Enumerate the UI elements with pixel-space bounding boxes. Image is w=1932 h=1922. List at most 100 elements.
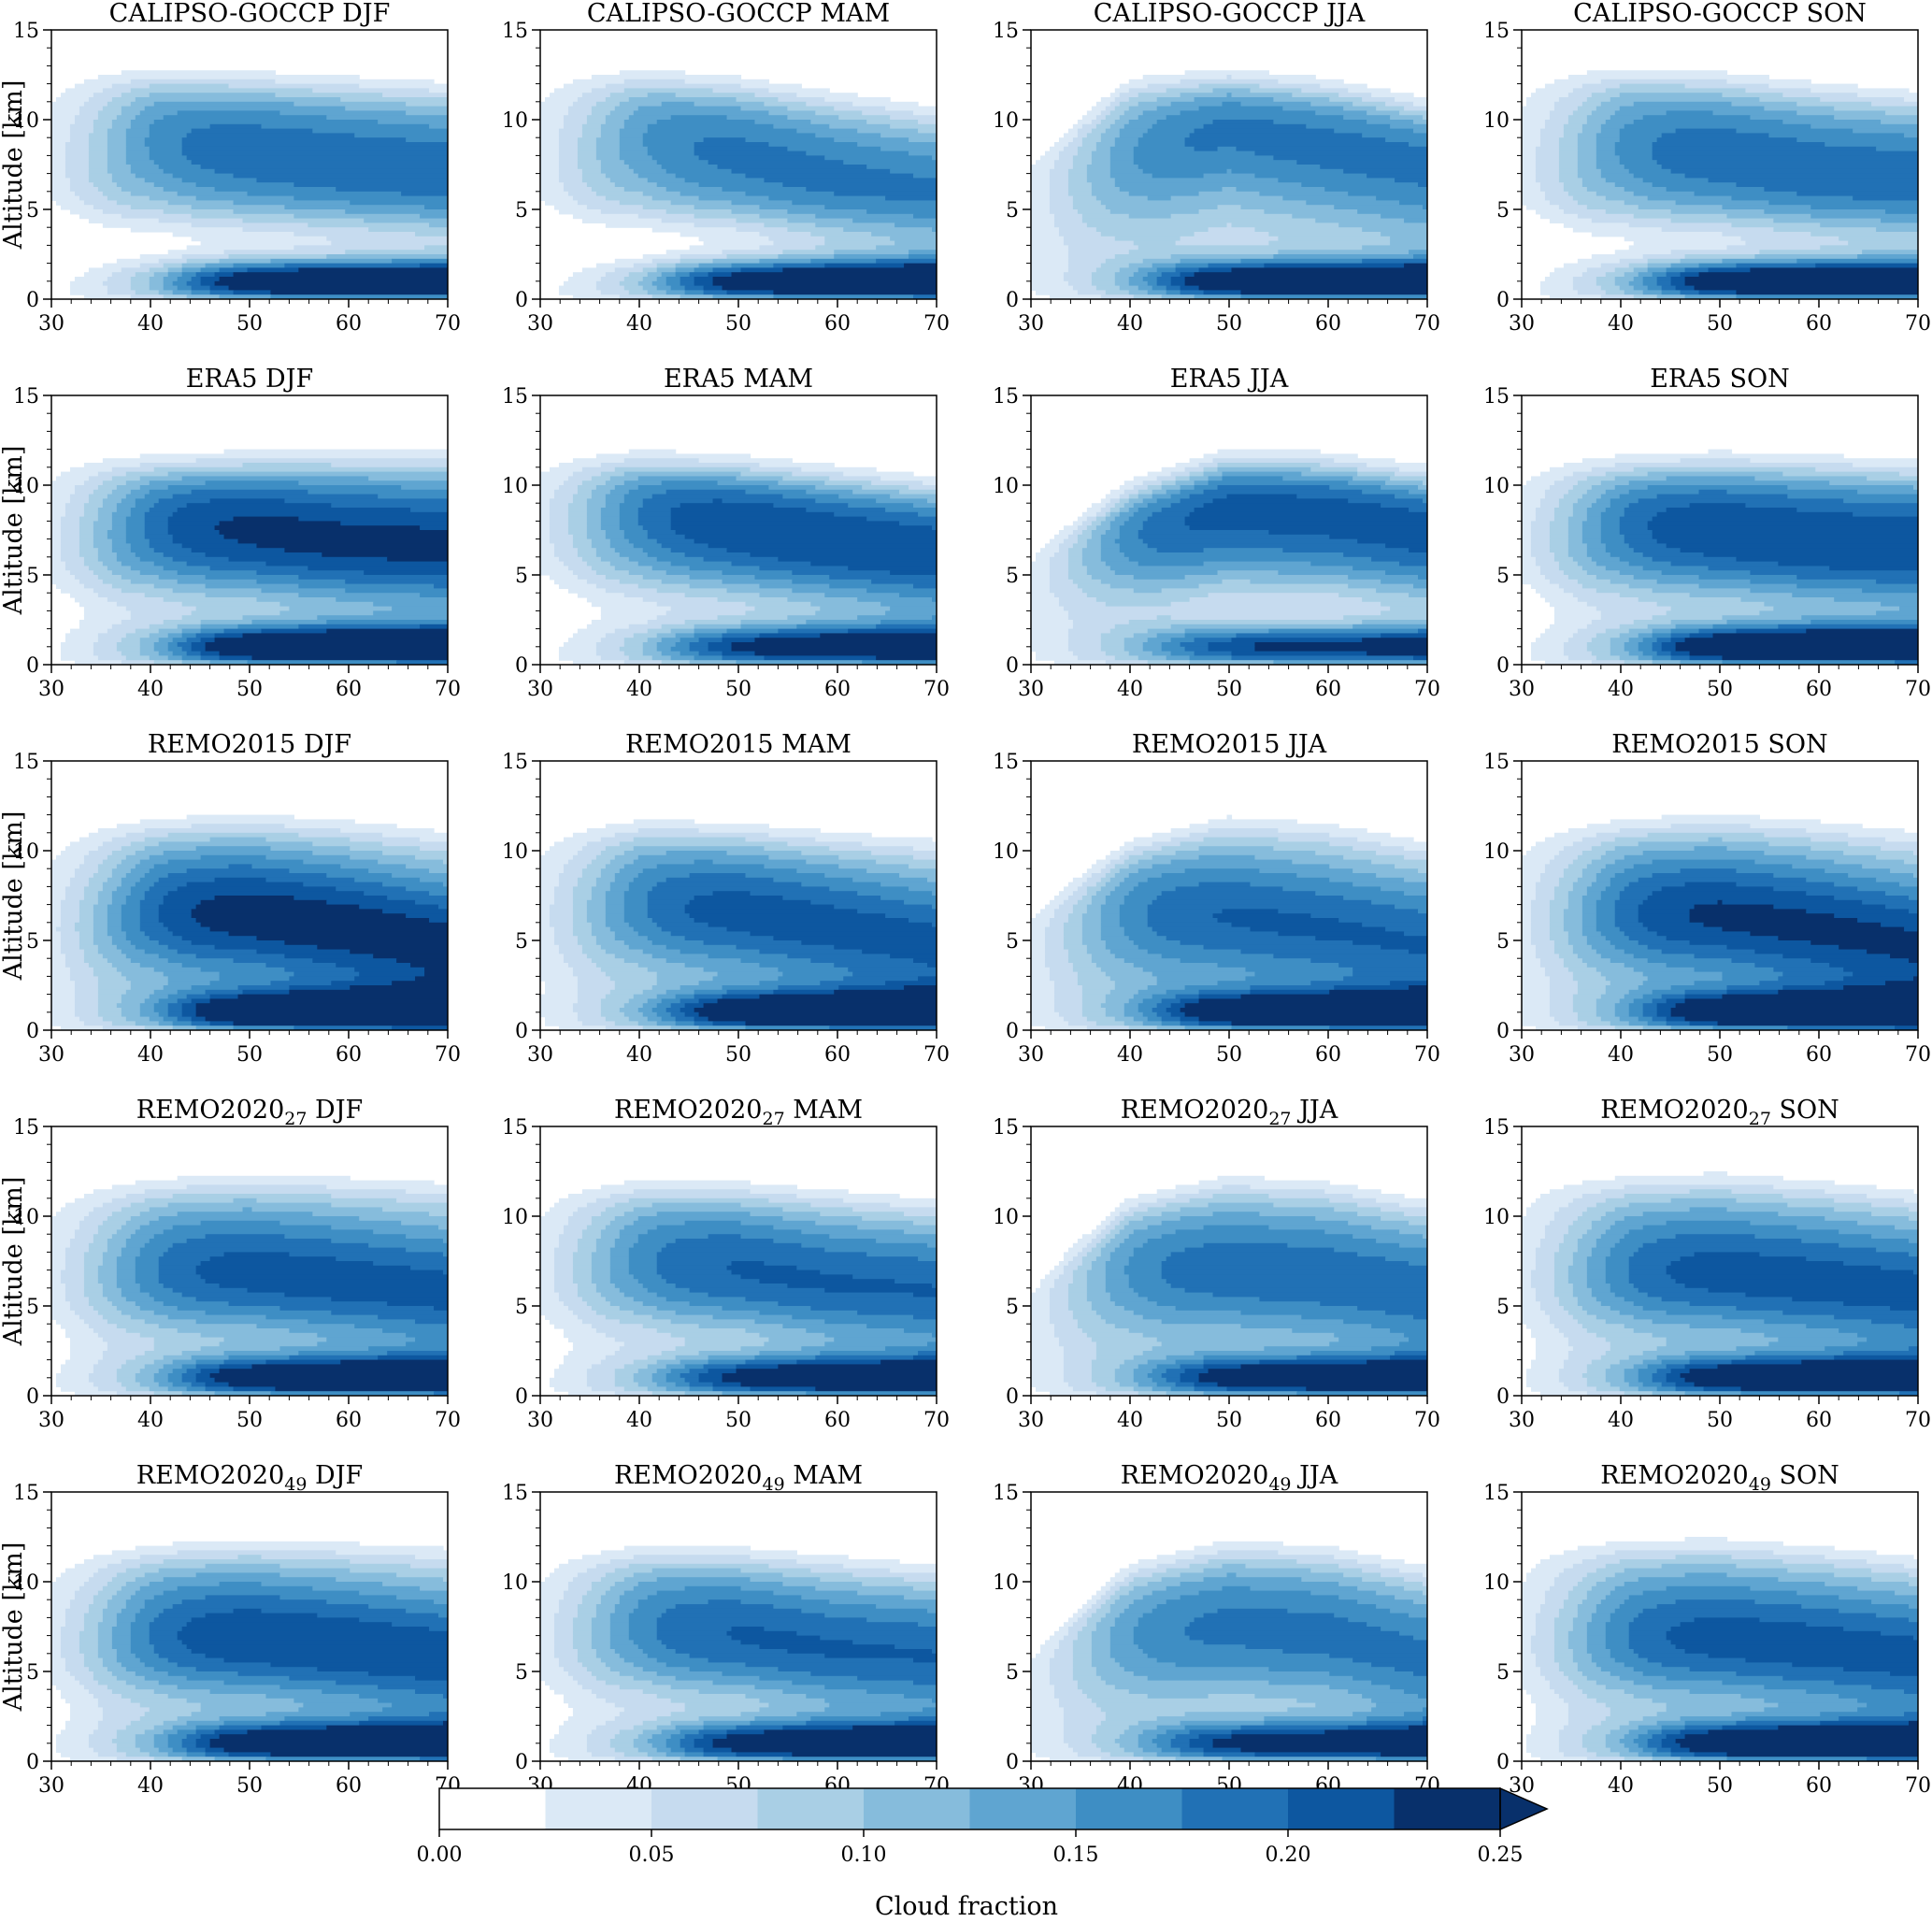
x-tick-label: 40 — [626, 1409, 652, 1432]
y-axis: 0 5 10 15 — [1483, 1116, 1522, 1409]
y-tick-label: 0 — [26, 654, 39, 678]
x-axis: 30 40 50 60 70 — [38, 1761, 461, 1798]
y-axis: 0 5 10 15 — [1483, 751, 1522, 1043]
x-tick-label: 70 — [1414, 678, 1440, 701]
panel-era5-jja: ERA5 JJA 30 40 50 60 70 0 5 10 15 — [993, 365, 1440, 701]
x-tick-label: 50 — [725, 1409, 751, 1432]
x-tick-label: 60 — [336, 678, 362, 701]
y-tick-label: 10 — [993, 109, 1019, 133]
x-tick-label: 40 — [137, 678, 164, 701]
panel-title: REMO202027 DJF — [136, 1096, 364, 1129]
colorbar-label: Cloud fraction — [875, 1892, 1058, 1921]
x-tick-label: 30 — [527, 312, 553, 336]
y-tick-label: 0 — [515, 289, 528, 312]
x-axis: 30 40 50 60 70 — [38, 665, 461, 701]
y-tick-label: 15 — [993, 751, 1019, 774]
y-tick-label: 0 — [1496, 1751, 1510, 1774]
panel-era5-mam: ERA5 MAM 30 40 50 60 70 0 5 10 15 — [502, 365, 950, 701]
x-tick-label: 50 — [1707, 1043, 1733, 1067]
colorbar-tick-label: 0.25 — [1478, 1843, 1524, 1867]
x-axis: 30 40 50 60 70 — [38, 1030, 461, 1067]
colorbar-tick-label: 0.15 — [1053, 1843, 1099, 1867]
y-tick-label: 0 — [26, 1385, 39, 1409]
y-tick-label: 5 — [515, 1661, 528, 1685]
y-tick-label: 5 — [1006, 199, 1019, 222]
x-tick-label: 70 — [435, 1043, 461, 1067]
panel-calipso-goccp-son: CALIPSO-GOCCP SON 30 40 50 60 70 0 5 10 15 — [1483, 0, 1931, 336]
y-tick-label: 10 — [502, 840, 528, 864]
y-axis: 0 5 10 15 — [13, 1116, 51, 1409]
y-axis: 0 5 10 15 — [13, 20, 51, 312]
x-tick-label: 50 — [236, 1774, 263, 1798]
panel-era5-son: ERA5 SON 30 40 50 60 70 0 5 10 15 — [1483, 365, 1931, 701]
x-tick-label: 60 — [1806, 1409, 1832, 1432]
y-tick-label: 5 — [515, 930, 528, 954]
y-tick-label: 15 — [13, 20, 39, 43]
x-tick-label: 50 — [236, 312, 263, 336]
y-tick-label: 10 — [993, 1571, 1019, 1595]
y-axis: 0 5 10 15 — [502, 1482, 540, 1774]
colorbar-bin — [1394, 1788, 1501, 1829]
cloud-fraction-field — [51, 30, 448, 299]
y-tick-label: 15 — [502, 1116, 528, 1140]
y-axis: 0 5 10 15 — [993, 1482, 1031, 1774]
cloud-fraction-field — [540, 761, 937, 1030]
y-tick-label: 5 — [26, 930, 39, 954]
y-tick-label: 15 — [1483, 751, 1510, 774]
cloud-fraction-field — [1522, 761, 1918, 1030]
colorbar-tick-label: 0.00 — [417, 1843, 463, 1867]
x-tick-label: 40 — [137, 1043, 164, 1067]
colorbar-bin — [1076, 1788, 1182, 1829]
cloud-fraction-field — [1031, 761, 1427, 1030]
panel-remo2015-son: REMO2015 SON 30 40 50 60 70 0 5 10 15 — [1483, 730, 1931, 1067]
cloud-fraction-field — [540, 30, 937, 299]
y-tick-label: 5 — [1006, 930, 1019, 954]
colorbar-bin — [439, 1788, 546, 1829]
x-tick-label: 60 — [824, 1043, 851, 1067]
y-axis: 0 5 10 15 — [13, 1482, 51, 1774]
y-tick-label: 15 — [13, 385, 39, 409]
y-axis: 0 5 10 15 — [502, 20, 540, 312]
y-axis: 0 5 10 15 — [1483, 1482, 1522, 1774]
x-tick-label: 60 — [336, 1409, 362, 1432]
y-tick-label: 15 — [1483, 385, 1510, 409]
y-axis-label: Altitude [km] — [0, 1177, 28, 1347]
x-tick-label: 70 — [1905, 1043, 1931, 1067]
x-tick-label: 40 — [1117, 678, 1143, 701]
x-tick-label: 50 — [1707, 678, 1733, 701]
x-tick-label: 40 — [137, 312, 164, 336]
panel-remo202027-djf: REMO202027 DJF 30 40 50 60 70 0 5 10 15 Altitude [… — [0, 1096, 461, 1432]
y-tick-label: 15 — [502, 20, 528, 43]
y-tick-label: 5 — [515, 199, 528, 222]
y-tick-label: 10 — [1483, 1206, 1510, 1229]
colorbar-bin — [651, 1788, 758, 1829]
x-tick-label: 50 — [1707, 1409, 1733, 1432]
x-tick-label: 40 — [1117, 312, 1143, 336]
y-tick-label: 0 — [1496, 1385, 1510, 1409]
y-tick-label: 5 — [1496, 1296, 1510, 1319]
x-tick-label: 40 — [1608, 1774, 1634, 1798]
x-axis: 30 40 50 60 70 — [1018, 299, 1440, 336]
cloud-fraction-field — [51, 761, 448, 1030]
y-axis: 0 5 10 15 — [13, 385, 51, 678]
panel-title: CALIPSO-GOCCP SON — [1573, 0, 1867, 28]
y-tick-label: 5 — [1006, 565, 1019, 588]
colorbar-frame — [438, 1787, 1501, 1830]
x-tick-label: 40 — [626, 678, 652, 701]
x-tick-label: 70 — [1905, 1409, 1931, 1432]
x-tick-label: 70 — [923, 1409, 950, 1432]
x-tick-label: 70 — [1414, 1409, 1440, 1432]
y-tick-label: 0 — [1496, 654, 1510, 678]
x-tick-label: 30 — [1018, 678, 1044, 701]
x-tick-label: 30 — [38, 678, 64, 701]
colorbar: 0.00 0.05 0.10 0.15 0.20 0.25 Cloud fraction — [417, 1786, 1549, 1921]
x-tick-label: 60 — [1806, 678, 1832, 701]
colorbar-tick-label: 0.10 — [841, 1843, 887, 1867]
panel-title: REMO2015 MAM — [625, 730, 852, 759]
x-tick-label: 50 — [1216, 1409, 1242, 1432]
y-tick-label: 10 — [993, 1206, 1019, 1229]
x-tick-label: 70 — [1414, 1043, 1440, 1067]
y-tick-label: 5 — [515, 1296, 528, 1319]
y-axis: 0 5 10 15 — [502, 1116, 540, 1409]
y-tick-label: 10 — [1483, 840, 1510, 864]
